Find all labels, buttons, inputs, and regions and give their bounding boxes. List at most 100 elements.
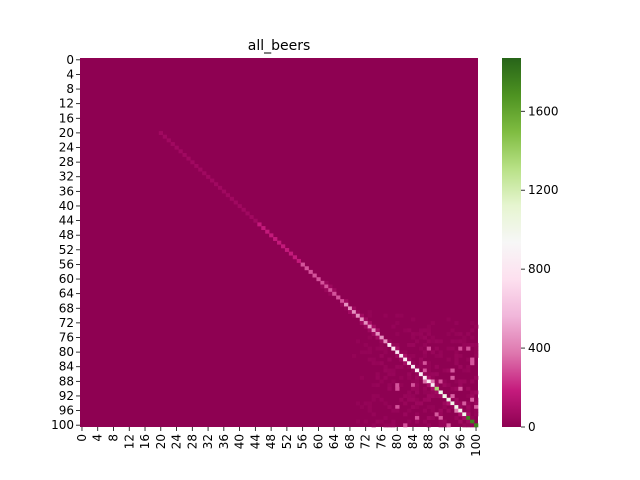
x-tick-label: 56: [296, 434, 310, 449]
heatmap-cell: [426, 379, 432, 384]
heatmap-cell: [422, 342, 428, 347]
heatmap-cell: [367, 335, 372, 340]
x-tick-label: 92: [438, 434, 452, 449]
heatmap-cell: [383, 401, 388, 406]
heatmap-cell: [438, 350, 443, 355]
heatmap-cell: [387, 383, 392, 388]
heatmap-cell: [450, 339, 455, 344]
heatmap-cell: [359, 317, 365, 322]
heatmap-cell: [375, 419, 380, 424]
heatmap-cell: [466, 408, 471, 413]
heatmap-cell: [462, 401, 467, 406]
x-axis-ticks: 0 4 8 12 16 20 24 28 32 36 40 44 48 52 56 60 64 68 72 76 80 8…: [75, 427, 483, 457]
heatmap-cell: [407, 375, 412, 380]
heatmap-cell: [466, 405, 471, 410]
y-tick-label: 12: [59, 97, 74, 111]
heatmap-cell: [474, 350, 479, 355]
heatmap-cell: [450, 328, 455, 333]
heatmap-cell: [430, 394, 435, 399]
heatmap-cell: [379, 379, 384, 384]
x-tick-label: 52: [280, 434, 294, 449]
colorbar-ticks: 0 400 800 1200 1600: [521, 104, 559, 434]
x-tick-label: 40: [233, 434, 247, 449]
heatmap-cell: [371, 397, 376, 402]
heatmap-cell: [422, 386, 428, 391]
heatmap-cell: [411, 361, 416, 366]
heatmap-cell: [422, 361, 428, 366]
heatmap-cell: [340, 299, 345, 304]
heatmap-cell: [454, 339, 459, 344]
heatmap-cell: [430, 339, 435, 344]
heatmap-cell: [367, 313, 372, 318]
heatmap-cell: [190, 160, 195, 165]
heatmap-cell: [411, 405, 416, 410]
heatmap-cell: [371, 361, 376, 366]
heatmap-cell: [391, 368, 396, 373]
heatmap-cell: [446, 423, 451, 428]
heatmap-cell: [458, 346, 463, 351]
heatmap-cell: [375, 346, 380, 351]
heatmap-cell: [363, 317, 368, 322]
y-tick-label: 76: [59, 330, 74, 344]
heatmap-cell: [470, 379, 475, 384]
heatmap-cell: [332, 291, 337, 296]
heatmap-cell: [355, 339, 361, 344]
heatmap-cell: [474, 405, 479, 410]
heatmap-cell: [454, 357, 459, 362]
heatmap-cell: [367, 350, 372, 355]
heatmap-cell: [446, 401, 451, 406]
y-tick-label: 88: [59, 374, 74, 388]
heatmap-cell: [411, 394, 416, 399]
heatmap-cell: [237, 204, 242, 209]
heatmap-cell: [414, 419, 420, 424]
heatmap-cell: [462, 423, 467, 428]
heatmap-cell: [418, 335, 424, 340]
heatmap-cell: [462, 416, 467, 420]
heatmap-cell: [454, 332, 459, 336]
heatmap-cell: [438, 353, 443, 358]
heatmap-cell: [426, 394, 432, 399]
heatmap-cell: [379, 397, 384, 402]
heatmap-cell: [407, 394, 412, 399]
heatmap-cell: [407, 342, 412, 347]
x-tick-label: 84: [406, 434, 420, 449]
heatmap-cell: [359, 375, 365, 380]
heatmap-cell: [375, 383, 380, 388]
heatmap-cell: [418, 364, 424, 369]
heatmap-cell: [438, 412, 443, 417]
heatmap-cell: [367, 401, 372, 406]
heatmap-cell: [225, 193, 231, 198]
y-tick-label: 8: [66, 82, 74, 96]
heatmap-cell: [414, 405, 420, 410]
heatmap-cell: [426, 332, 432, 336]
heatmap-cell: [158, 131, 164, 136]
heatmap-cell: [367, 357, 372, 362]
heatmap-cell: [466, 364, 471, 369]
heatmap-cell: [434, 383, 439, 388]
heatmap-cell: [474, 390, 479, 395]
heatmap-cell: [430, 375, 435, 380]
heatmap-cell: [411, 383, 416, 388]
heatmap-cell: [403, 357, 408, 362]
heatmap-cell: [434, 394, 439, 399]
heatmap-cell: [438, 416, 443, 420]
heatmap-cell: [434, 379, 439, 384]
heatmap-cell: [458, 339, 463, 344]
y-tick-label: 96: [59, 404, 74, 418]
heatmap-cell: [450, 401, 455, 406]
heatmap-cell: [186, 156, 191, 161]
heatmap-cell: [438, 390, 443, 395]
heatmap-cell: [359, 405, 365, 410]
heatmap-cell: [418, 401, 424, 406]
heatmap-cell: [407, 419, 412, 424]
heatmap-cell: [387, 405, 392, 410]
heatmap-cell: [458, 364, 463, 369]
heatmap-cell: [446, 332, 451, 336]
heatmap-cell: [355, 419, 361, 424]
heatmap-cell: [466, 401, 471, 406]
colorbar: [502, 58, 521, 427]
heatmap-cell: [430, 405, 435, 410]
heatmap-cell: [367, 321, 372, 325]
heatmap-cell: [462, 335, 467, 340]
heatmap-cell: [383, 423, 388, 428]
